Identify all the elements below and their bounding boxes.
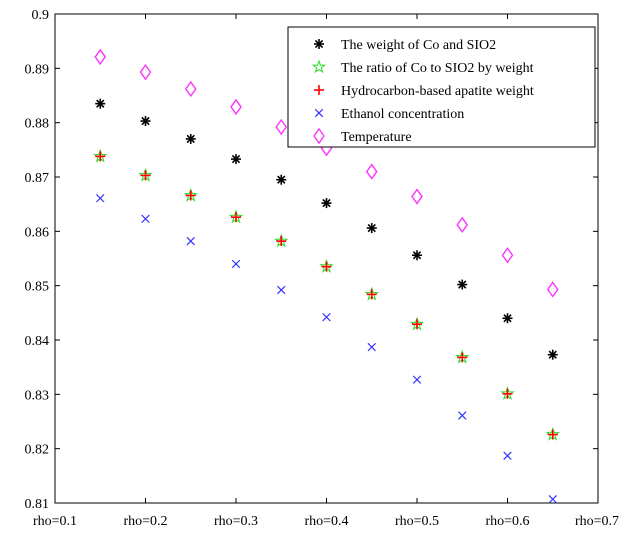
y-tick-label: 0.89 xyxy=(25,62,50,77)
data-point xyxy=(139,63,152,81)
y-tick-label: 0.87 xyxy=(25,171,50,186)
legend-marker xyxy=(313,127,325,145)
series-3 xyxy=(96,193,557,504)
data-point xyxy=(502,388,513,399)
legend-item: The weight of Co and SIO2 xyxy=(314,38,496,53)
data-point xyxy=(546,281,559,298)
data-point xyxy=(231,259,241,269)
x-tick-label: rho=0.6 xyxy=(485,514,529,529)
x-tick-label: rho=0.2 xyxy=(123,514,167,529)
y-tick-label: 0.9 xyxy=(32,8,50,23)
data-point xyxy=(94,48,107,66)
data-point xyxy=(502,313,513,324)
data-point xyxy=(458,411,467,420)
y-tick-label: 0.82 xyxy=(25,443,50,458)
x-tick-label: rho=0.1 xyxy=(33,514,77,529)
data-point xyxy=(456,216,469,234)
series-0 xyxy=(95,98,558,360)
x-tick-label: rho=0.3 xyxy=(214,514,258,529)
y-axis: 0.81 0.82 0.83 0.84 0.85 0.86 0.87 0.88 0.89 0.9 xyxy=(25,8,598,512)
legend-item: Hydrocarbon-based apatite weight xyxy=(314,84,534,99)
legend-item: The ratio of Co to SIO2 by weight xyxy=(311,59,534,76)
data-point xyxy=(184,80,197,98)
legend-label: The weight of Co and SIO2 xyxy=(341,38,496,53)
x-tick-label: rho=0.5 xyxy=(395,514,439,529)
data-point xyxy=(548,494,557,504)
data-point xyxy=(185,133,196,144)
data-series-layer xyxy=(92,48,561,504)
data-point xyxy=(412,250,422,261)
data-point xyxy=(321,261,332,272)
series-1 xyxy=(92,148,561,441)
data-point xyxy=(365,163,378,180)
data-point xyxy=(231,154,241,165)
data-point xyxy=(95,98,106,109)
legend-marker xyxy=(314,85,324,95)
y-tick-label: 0.83 xyxy=(25,388,50,403)
data-point xyxy=(412,319,422,330)
data-point xyxy=(277,285,286,295)
data-point xyxy=(411,188,423,205)
y-tick-label: 0.84 xyxy=(25,334,50,349)
y-tick-label: 0.88 xyxy=(25,117,50,132)
data-point xyxy=(321,198,332,209)
y-tick-label: 0.85 xyxy=(25,280,50,295)
y-tick-label: 0.86 xyxy=(25,225,50,240)
data-point xyxy=(140,116,151,127)
legend-marker xyxy=(311,59,327,74)
data-point xyxy=(367,342,376,352)
data-point xyxy=(501,247,514,264)
x-tick-label: rho=0.7 xyxy=(575,514,619,529)
data-point xyxy=(185,190,196,201)
legend-label: Temperature xyxy=(341,130,412,145)
legend-item: Temperature xyxy=(313,127,412,145)
x-axis: rho=0.1 rho=0.2 rho=0.3 rho=0.4 rho=0.5 rho=0… xyxy=(33,14,619,529)
legend-item: Ethanol concentration xyxy=(314,107,464,122)
data-point xyxy=(231,212,241,223)
data-point xyxy=(276,236,287,247)
legend-label: Ethanol concentration xyxy=(341,107,464,122)
data-point xyxy=(186,236,195,246)
data-point xyxy=(322,312,331,322)
data-point xyxy=(96,193,105,203)
data-point xyxy=(230,98,242,116)
data-point xyxy=(547,429,558,440)
y-tick-label: 0.81 xyxy=(25,497,50,512)
legend-marker xyxy=(314,108,324,118)
legend-marker xyxy=(314,39,324,49)
legend-label: The ratio of Co to SIO2 by weight xyxy=(341,61,534,76)
data-point xyxy=(457,279,468,290)
data-point xyxy=(457,352,468,363)
data-point xyxy=(141,214,150,224)
data-point xyxy=(412,375,422,384)
data-point xyxy=(503,451,512,460)
legend-box xyxy=(287,26,596,148)
data-point xyxy=(95,151,106,162)
data-point xyxy=(366,223,377,234)
data-point xyxy=(547,349,558,360)
data-point xyxy=(366,289,377,300)
data-point xyxy=(275,118,288,136)
x-tick-label: rho=0.4 xyxy=(304,514,348,529)
series-2 xyxy=(95,151,558,440)
legend-label: Hydrocarbon-based apatite weight xyxy=(341,84,534,99)
legend: The weight of Co and SIO2 The ratio of Co… xyxy=(287,26,596,148)
data-point xyxy=(140,170,151,181)
data-point xyxy=(276,174,287,185)
